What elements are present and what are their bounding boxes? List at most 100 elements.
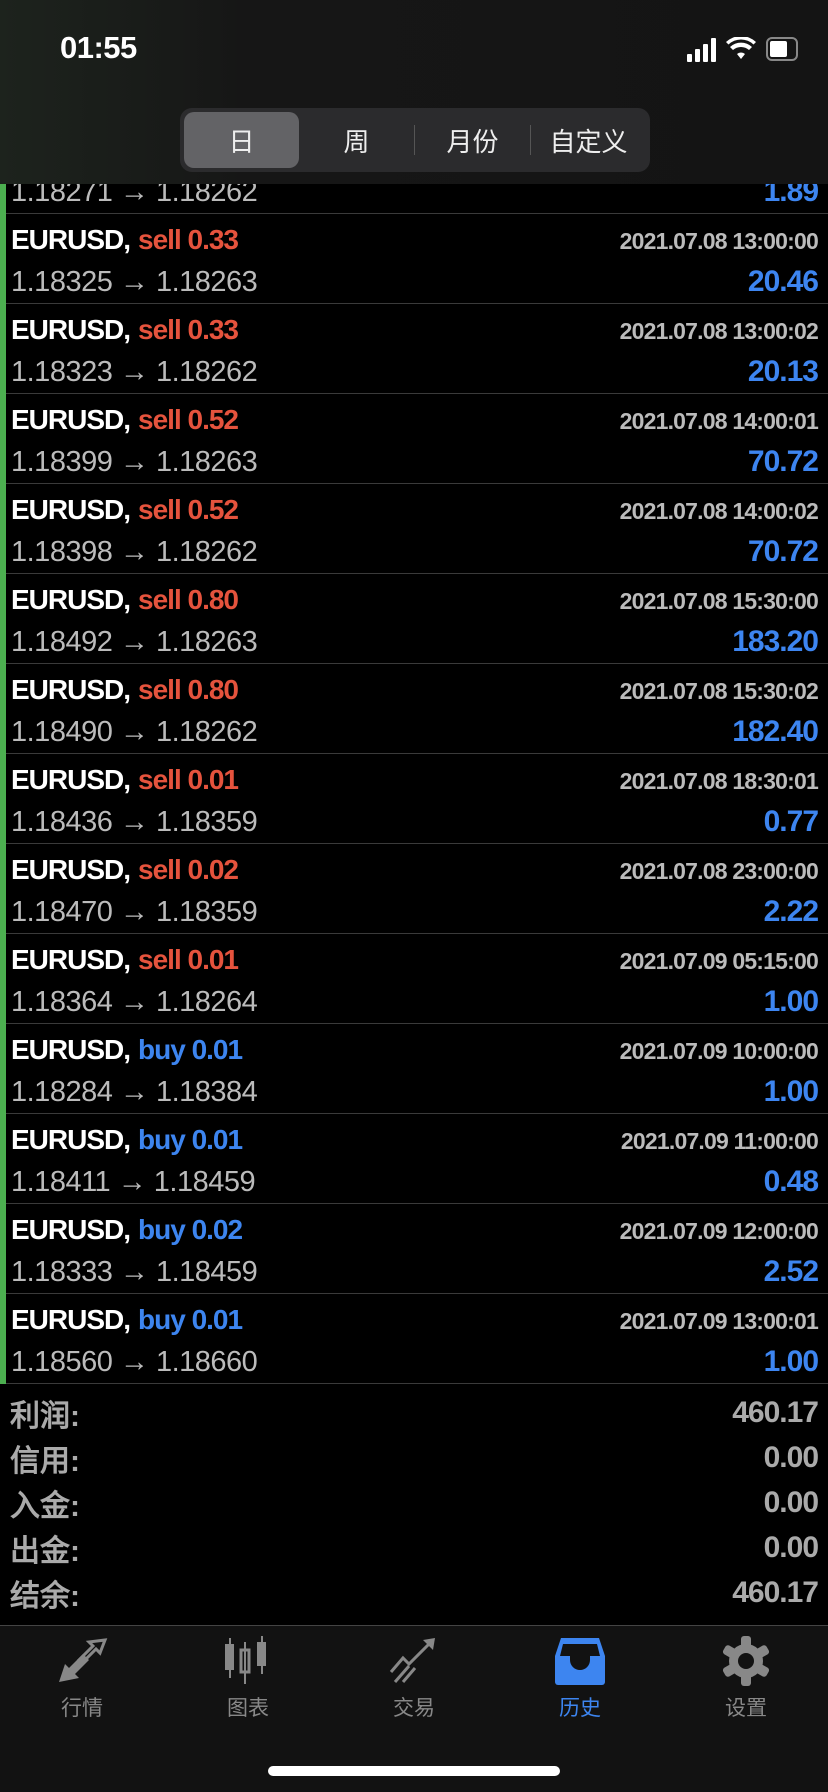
trade-side: buy	[138, 1034, 186, 1065]
trade-volume: 0.01	[187, 764, 239, 795]
tab-label: 历史	[559, 1697, 601, 1720]
trade-row[interactable]: EURUSD, sell 0.80 2021.07.08 15:30:00 1.1…	[0, 574, 828, 664]
trade-symbol-line: EURUSD, buy 0.02	[11, 1214, 243, 1246]
trade-profit: 20.46	[747, 265, 819, 298]
trade-row[interactable]: EURUSD, sell 0.01 2021.07.09 05:15:00 1.1…	[0, 934, 828, 1024]
trade-history-list[interactable]: 1.18271 → 1.18262 1.89 EURUSD, sell 0.33 …	[0, 154, 828, 1384]
trade-side: sell	[138, 584, 182, 615]
tab-bar: 行情 图表 交易 历史 设置	[0, 1625, 828, 1792]
summary-deposit: 入金: 0.00	[0, 1480, 828, 1525]
trade-volume: 0.02	[191, 1214, 243, 1245]
trade-volume: 0.80	[187, 674, 239, 705]
summary-value: 460.17	[732, 1575, 819, 1609]
trade-symbol: EURUSD,	[11, 584, 131, 615]
home-indicator[interactable]	[268, 1766, 560, 1776]
trade-prices: 1.18333 → 1.18459	[11, 1256, 258, 1288]
summary-value: 0.00	[763, 1530, 819, 1564]
trade-prices: 1.18364 → 1.18264	[11, 986, 258, 1018]
trade-row[interactable]: EURUSD, sell 0.80 2021.07.08 15:30:02 1.1…	[0, 664, 828, 754]
trade-prices: 1.18490 → 1.18262	[11, 716, 258, 748]
segment-custom[interactable]: 自定义	[549, 126, 628, 157]
trade-symbol-line: EURUSD, sell 0.52	[11, 494, 239, 526]
trade-volume: 0.33	[187, 224, 239, 255]
trade-time: 2021.07.08 14:00:01	[619, 408, 819, 434]
trade-row[interactable]: EURUSD, buy 0.02 2021.07.09 12:00:00 1.18…	[0, 1204, 828, 1294]
trade-symbol: EURUSD,	[11, 1304, 131, 1335]
trade-profit: 2.52	[763, 1255, 819, 1288]
trade-profit: 183.20	[732, 625, 819, 658]
trade-time: 2021.07.08 14:00:02	[619, 498, 819, 524]
trade-profit: 1.00	[763, 1075, 819, 1108]
summary-label: 出金:	[10, 1534, 80, 1568]
trade-volume: 0.01	[187, 944, 239, 975]
trade-row[interactable]: EURUSD, buy 0.01 2021.07.09 11:00:00 1.18…	[0, 1114, 828, 1204]
trade-profit: 70.72	[747, 445, 819, 478]
trade-prices: 1.18325 → 1.18263	[11, 266, 258, 298]
summary-panel: 利润: 460.17 信用: 0.00 入金: 0.00 出金: 0.00 结余: 460…	[0, 1390, 828, 1615]
trade-side: sell	[138, 944, 182, 975]
trade-symbol-line: EURUSD, sell 0.01	[11, 764, 239, 796]
trade-side: sell	[138, 224, 182, 255]
trade-profit: 182.40	[732, 715, 819, 748]
trade-side: sell	[138, 314, 182, 345]
tab-label: 图表	[227, 1697, 269, 1720]
trade-profit: 2.22	[763, 895, 819, 928]
trade-row[interactable]: EURUSD, sell 0.33 2021.07.08 13:00:02 1.1…	[0, 304, 828, 394]
trade-volume: 0.33	[187, 314, 239, 345]
summary-value: 0.00	[763, 1485, 819, 1519]
segment-month[interactable]: 月份	[446, 126, 499, 157]
status-time: 01:55	[60, 30, 137, 65]
summary-credit: 信用: 0.00	[0, 1435, 828, 1480]
trade-row[interactable]: EURUSD, buy 0.01 2021.07.09 13:00:01 1.18…	[0, 1294, 828, 1384]
trade-row[interactable]: EURUSD, sell 0.52 2021.07.08 14:00:02 1.1…	[0, 484, 828, 574]
trade-row[interactable]: EURUSD, buy 0.01 2021.07.09 10:00:00 1.18…	[0, 1024, 828, 1114]
tab-trade[interactable]: 交易	[354, 1636, 474, 1722]
trade-symbol: EURUSD,	[11, 764, 131, 795]
trade-volume: 0.52	[187, 494, 239, 525]
summary-profit: 利润: 460.17	[0, 1390, 828, 1435]
segment-day[interactable]: 日	[184, 112, 299, 168]
summary-label: 信用:	[10, 1444, 80, 1478]
trade-symbol-line: EURUSD, sell 0.80	[11, 584, 239, 616]
tab-settings[interactable]: 设置	[686, 1636, 806, 1722]
summary-balance: 结余: 460.17	[0, 1570, 828, 1615]
trade-prices: 1.18470 → 1.18359	[11, 896, 258, 928]
trade-symbol: EURUSD,	[11, 1034, 131, 1065]
segment-week[interactable]: 周	[343, 126, 370, 157]
wifi-icon	[726, 37, 756, 59]
trade-side: sell	[138, 764, 182, 795]
trade-time: 2021.07.09 13:00:01	[619, 1308, 819, 1334]
tab-charts[interactable]: 图表	[188, 1636, 308, 1722]
trade-volume: 0.01	[191, 1304, 243, 1335]
trade-row[interactable]: EURUSD, sell 0.33 2021.07.08 13:00:00 1.1…	[0, 214, 828, 304]
trade-volume: 0.01	[191, 1124, 243, 1155]
tab-history[interactable]: 历史	[520, 1636, 640, 1722]
trade-row[interactable]: EURUSD, sell 0.02 2021.07.08 23:00:00 1.1…	[0, 844, 828, 934]
trade-prices: 1.18560 → 1.18660	[11, 1346, 258, 1378]
summary-withdrawal: 出金: 0.00	[0, 1525, 828, 1570]
history-inbox-icon	[555, 1638, 605, 1685]
tab-quotes[interactable]: 行情	[22, 1636, 142, 1722]
trade-row[interactable]: EURUSD, sell 0.52 2021.07.08 14:00:01 1.1…	[0, 394, 828, 484]
trade-profit: 1.00	[763, 985, 819, 1018]
trade-profit: 1.00	[763, 1345, 819, 1378]
trade-row[interactable]: EURUSD, sell 0.01 2021.07.08 18:30:01 1.1…	[0, 754, 828, 844]
trade-symbol-line: EURUSD, sell 0.01	[11, 944, 239, 976]
trade-symbol: EURUSD,	[11, 674, 131, 705]
period-segmented-control: 日 周 月份 自定义	[180, 108, 650, 172]
trade-symbol-line: EURUSD, buy 0.01	[11, 1124, 243, 1156]
trade-symbol-line: EURUSD, sell 0.33	[11, 224, 239, 256]
trade-side: buy	[138, 1124, 186, 1155]
trade-profit: 20.13	[747, 355, 819, 388]
candlestick-chart-icon	[225, 1636, 266, 1684]
trade-symbol: EURUSD,	[11, 494, 131, 525]
summary-value: 460.17	[732, 1395, 819, 1429]
signal-icon	[687, 36, 716, 62]
summary-label: 结余:	[10, 1579, 80, 1613]
tab-label: 设置	[725, 1697, 767, 1720]
trade-symbol: EURUSD,	[11, 1124, 131, 1155]
trade-trend-icon	[389, 1638, 435, 1683]
summary-value: 0.00	[763, 1440, 819, 1474]
trade-symbol-line: EURUSD, sell 0.80	[11, 674, 239, 706]
trade-prices: 1.18411 → 1.18459	[11, 1166, 256, 1198]
